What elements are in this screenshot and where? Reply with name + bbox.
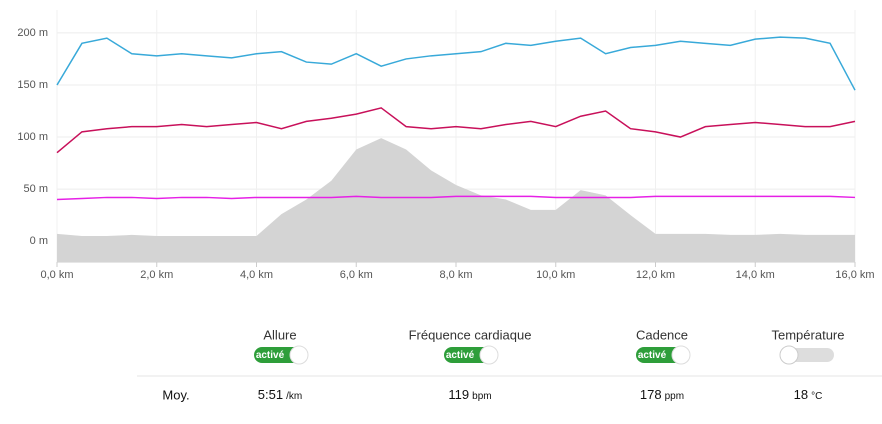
x-tick-label: 6,0 km [340, 269, 373, 281]
toggle-label: Allure [263, 327, 296, 342]
switch-state: activé [446, 350, 475, 361]
x-tick-label: 12,0 km [636, 269, 675, 281]
series-line [56, 36, 856, 91]
unit: /km [286, 391, 302, 402]
unit: ppm [665, 391, 684, 402]
series-line [56, 107, 856, 154]
y-tick-label: 0 m [30, 235, 48, 247]
y-tick-label: 200 m [17, 27, 48, 39]
x-tick-label: 14,0 km [736, 269, 775, 281]
x-tick-label: 8,0 km [439, 269, 472, 281]
summary-value: 178 ppm [640, 387, 684, 402]
switch-knob[interactable] [779, 345, 799, 365]
toggle-switch[interactable] [779, 345, 834, 365]
summary-label: Moy. [162, 387, 189, 402]
switch-state: activé [638, 350, 667, 361]
unit: bpm [472, 391, 491, 402]
x-tick-label: 10,0 km [536, 269, 575, 281]
controls: Allure activé Fréquence cardiaque activé Cad… [162, 327, 844, 402]
value: 119 [448, 387, 469, 402]
switch-knob[interactable] [671, 345, 691, 365]
toggle-switch[interactable]: activé [444, 345, 499, 365]
value: 178 [640, 387, 662, 402]
unit: °C [811, 391, 822, 402]
toggle-label: Fréquence cardiaque [409, 327, 532, 342]
y-tick-label: 50 m [24, 183, 48, 195]
summary-value: 119 bpm [448, 387, 491, 402]
elevation-area [57, 138, 855, 262]
summary-value: 18 °C [794, 387, 823, 402]
switch-knob[interactable] [479, 345, 499, 365]
toggle-label: Cadence [636, 327, 688, 342]
toggle-label: Température [772, 327, 845, 342]
x-tick-label: 16,0 km [835, 269, 874, 281]
switch-state: activé [256, 350, 285, 361]
switch-knob[interactable] [289, 345, 309, 365]
summary-value: 5:51/km [258, 387, 302, 402]
y-tick-label: 150 m [17, 79, 48, 91]
toggle-switch[interactable]: activé [636, 345, 691, 365]
value: 18 [794, 387, 808, 402]
plot: 0 m 50 m 100 m 150 m 200 m 0,0 km 2,0 km 4,0 km… [17, 10, 875, 281]
toggle-switch[interactable]: activé [254, 345, 309, 365]
series-line [56, 195, 856, 201]
x-tick-label: 0,0 km [40, 269, 73, 281]
y-tick-label: 100 m [17, 131, 48, 143]
x-tick-label: 4,0 km [240, 269, 273, 281]
x-tick-label: 2,0 km [140, 269, 173, 281]
value: 5:51 [258, 387, 283, 402]
